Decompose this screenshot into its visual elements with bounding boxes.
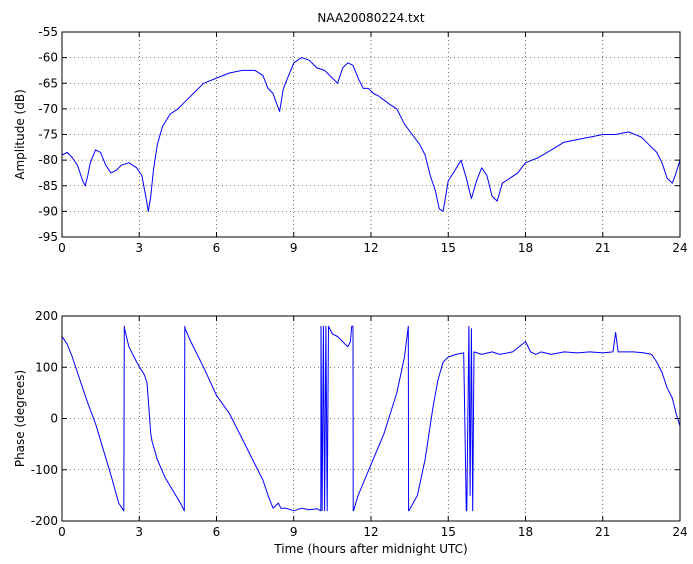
y-tick-label: 200: [35, 309, 58, 323]
x-tick-label: 15: [441, 525, 456, 539]
y-tick-label: -85: [38, 179, 58, 193]
y-tick-label: -55: [38, 25, 58, 39]
y-tick-label: -90: [38, 204, 58, 218]
x-tick-label: 12: [363, 525, 378, 539]
x-tick-label: 24: [672, 241, 687, 255]
y-axis-label: Phase (degrees): [13, 370, 27, 467]
y-tick-label: -100: [31, 463, 58, 477]
y-tick-label: 0: [50, 412, 58, 426]
y-tick-label: -60: [38, 51, 58, 65]
x-tick-label: 6: [213, 525, 221, 539]
y-tick-label: -65: [38, 76, 58, 90]
x-tick-label: 18: [518, 525, 533, 539]
series-line: [61, 57, 681, 212]
x-tick-label: 9: [290, 525, 298, 539]
y-tick-label: -80: [38, 153, 58, 167]
x-tick-label: 0: [58, 525, 66, 539]
y-tick-label: -95: [38, 230, 58, 244]
series-line: [61, 325, 681, 512]
x-tick-label: 3: [135, 241, 143, 255]
y-tick-label: -200: [31, 514, 58, 528]
x-tick-label: 9: [290, 241, 298, 255]
x-tick-label: 18: [518, 241, 533, 255]
chart-title: NAA20080224.txt: [317, 11, 424, 25]
x-tick-label: 24: [672, 525, 687, 539]
y-tick-label: -75: [38, 128, 58, 142]
x-tick-label: 3: [135, 525, 143, 539]
x-tick-label: 21: [595, 525, 610, 539]
x-tick-label: 0: [58, 241, 66, 255]
y-tick-label: -70: [38, 102, 58, 116]
x-tick-label: 21: [595, 241, 610, 255]
x-axis-label: Time (hours after midnight UTC): [273, 542, 467, 556]
y-tick-label: 100: [35, 360, 58, 374]
x-tick-label: 15: [441, 241, 456, 255]
x-tick-label: 6: [213, 241, 221, 255]
x-tick-label: 12: [363, 241, 378, 255]
y-axis-label: Amplitude (dB): [13, 89, 27, 180]
